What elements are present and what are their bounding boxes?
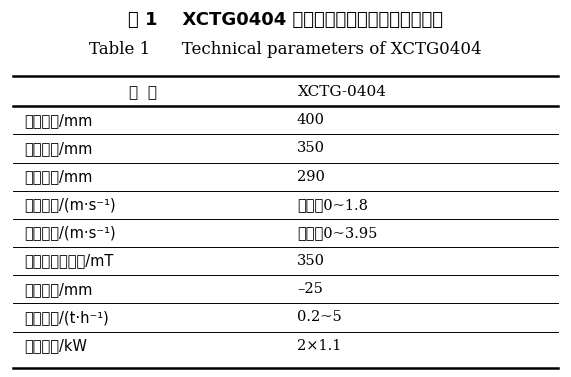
Text: 皮带宽度/mm: 皮带宽度/mm	[24, 169, 93, 184]
Text: 筒表磁感应强度/mT: 筒表磁感应强度/mT	[24, 254, 114, 269]
Text: 磁系速度/(m·s⁻¹): 磁系速度/(m·s⁻¹)	[24, 225, 116, 241]
Text: 表 1    XCTG0404 型细粒磁性物料干选机技术参数: 表 1 XCTG0404 型细粒磁性物料干选机技术参数	[128, 11, 443, 29]
Text: 290: 290	[297, 170, 325, 184]
Text: 0.2~5: 0.2~5	[297, 310, 341, 325]
Text: 滚筒直径/mm: 滚筒直径/mm	[24, 113, 93, 128]
Text: 可调，0~3.95: 可调，0~3.95	[297, 226, 377, 240]
Text: XCTG-0404: XCTG-0404	[298, 85, 387, 99]
Text: Table 1      Technical parameters of XCTG0404: Table 1 Technical parameters of XCTG0404	[89, 41, 482, 58]
Text: 皮带速度/(m·s⁻¹): 皮带速度/(m·s⁻¹)	[24, 197, 116, 212]
Text: 驱动功率/kW: 驱动功率/kW	[24, 338, 87, 353]
Text: –25: –25	[297, 282, 323, 296]
Text: 2×1.1: 2×1.1	[297, 339, 341, 352]
Text: 处理能力/(t·h⁻¹): 处理能力/(t·h⁻¹)	[24, 310, 109, 325]
Text: 滚筒长度/mm: 滚筒长度/mm	[24, 141, 93, 156]
Text: 处理粒度/mm: 处理粒度/mm	[24, 282, 93, 297]
Text: 350: 350	[297, 141, 325, 155]
Text: 可调，0~1.8: 可调，0~1.8	[297, 198, 368, 212]
Text: 350: 350	[297, 254, 325, 268]
Text: 400: 400	[297, 113, 325, 127]
Text: 设  备: 设 备	[130, 85, 158, 100]
